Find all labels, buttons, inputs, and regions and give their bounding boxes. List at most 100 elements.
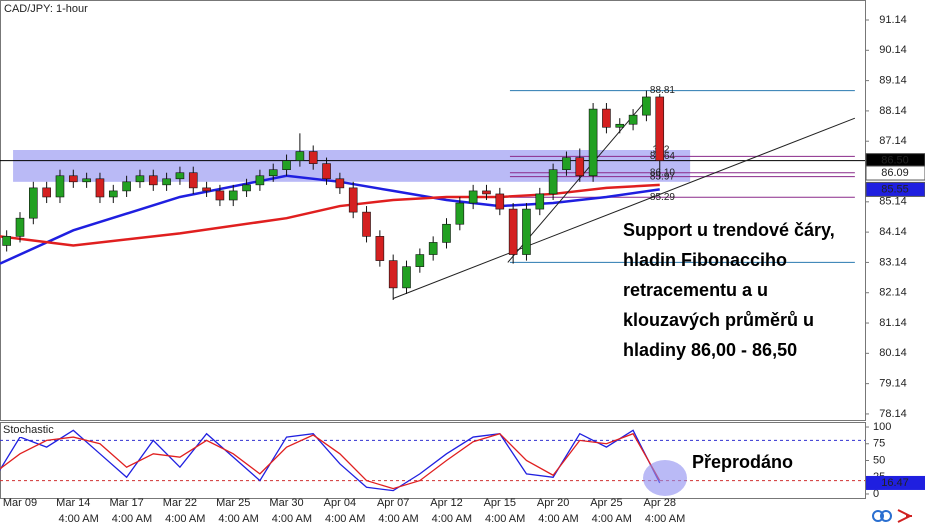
fib-label: 86.10 (650, 167, 675, 178)
y-tick-label: 84.14 (879, 226, 907, 238)
price-marker-label: 86.50 (881, 155, 909, 167)
annotation: Přeprodáno (692, 452, 793, 472)
x-tick-label: Mar 30 (269, 497, 303, 509)
candle-body (308, 151, 318, 164)
candle-body (175, 172, 185, 180)
annotation: klouzavých průměrů u (623, 310, 814, 330)
x-tick-sublabel: 4:00 AM (325, 513, 365, 525)
x-tick-label: Apr 28 (644, 497, 676, 509)
candle-body (228, 190, 238, 201)
x-tick-sublabel: 4:00 AM (645, 513, 685, 525)
candle-body (162, 178, 171, 186)
candle-body (202, 187, 211, 192)
candle-body (602, 108, 611, 128)
stoch-line (0, 432, 661, 490)
candle-body (575, 157, 585, 177)
toolbar-icons[interactable] (872, 509, 913, 523)
x-tick-label: Mar 22 (163, 497, 197, 509)
y-tick-label: 88.14 (879, 105, 907, 117)
candle-body (655, 96, 665, 161)
y-tick-label: 82.14 (879, 287, 907, 299)
y-tick-label: 90.14 (879, 44, 907, 56)
annotation: hladiny 86,00 - 86,50 (623, 340, 797, 360)
candle-body (15, 217, 25, 237)
candle-body (562, 157, 571, 170)
price-marker (865, 181, 925, 197)
x-tick-label: Mar 09 (3, 497, 37, 509)
y-tick-label: 75 (873, 438, 885, 450)
candle-body (2, 236, 11, 246)
candle-body (508, 208, 518, 255)
candle-body (255, 175, 265, 186)
x-tick-sublabel: 4:00 AM (485, 513, 525, 525)
candle-body (628, 114, 638, 125)
trendline (507, 96, 650, 263)
candle-body (268, 169, 278, 177)
y-tick-label: 91.14 (879, 14, 907, 26)
candle-body (295, 151, 305, 161)
candle-body (468, 190, 478, 204)
y-tick-label: 50 (873, 454, 885, 466)
moving-average (0, 174, 660, 265)
link-icon[interactable] (880, 510, 892, 522)
y-tick-label: 81.14 (879, 317, 907, 329)
stoch-marker (866, 475, 925, 490)
candle-body (82, 178, 91, 183)
x-tick-sublabel: 4:00 AM (538, 513, 578, 525)
x-tick-sublabel: 4:00 AM (272, 513, 312, 525)
candle-body (522, 208, 531, 255)
annotation: hladin Fibonacciho (623, 250, 787, 270)
annotation: retracementu a u (623, 280, 768, 300)
y-tick-label: 83.14 (879, 256, 907, 268)
fib-label: 85.97 (650, 171, 675, 182)
moving-average (0, 183, 660, 247)
x-tick-label: Mar 25 (216, 497, 250, 509)
candle-body (455, 202, 465, 225)
candle-body (282, 160, 291, 170)
candle-body (108, 190, 118, 198)
price-panel (0, 0, 866, 421)
x-tick-sublabel: 4:00 AM (592, 513, 632, 525)
candle-body (362, 211, 371, 237)
x-tick-label: Apr 07 (377, 497, 409, 509)
x-tick-label: Apr 20 (537, 497, 569, 509)
x-tick-label: Apr 25 (590, 497, 622, 509)
y-tick-label: 80.14 (879, 347, 907, 359)
candle-body (29, 187, 38, 219)
candle-body (588, 108, 598, 177)
y-tick-label: 100 (873, 421, 891, 433)
trendline (392, 117, 856, 299)
y-tick-label: 78.14 (879, 408, 907, 420)
candle-body (95, 178, 105, 198)
arrow-icon[interactable] (897, 509, 913, 523)
candle-body (415, 254, 425, 267)
candle-body (428, 242, 438, 255)
candle-body (495, 193, 505, 210)
candle-body (402, 266, 411, 289)
candle-body (348, 187, 358, 213)
y-tick-label: 87.14 (879, 135, 907, 147)
candle-body (42, 187, 51, 198)
title-bg (1, 423, 59, 437)
candle-body (135, 175, 145, 183)
stoch-title: Stochastic (3, 424, 54, 436)
stoch-marker-label: 16.47 (881, 477, 909, 489)
candle-body (188, 172, 198, 189)
candle-body (615, 123, 625, 128)
price-marker-label: 85.55 (881, 183, 909, 195)
x-tick-label: Mar 14 (56, 497, 90, 509)
x-tick-sublabel: 4:00 AM (218, 513, 258, 525)
x-tick-sublabel: 4:00 AM (432, 513, 472, 525)
candle-body (388, 260, 398, 289)
x-tick-sublabel: 4:00 AM (58, 513, 98, 525)
candle-body (375, 236, 385, 261)
fib-label: 88.81 (650, 85, 675, 96)
chart-title: CAD/JPY: 1-hour (4, 3, 88, 15)
title-bg (1, 1, 91, 17)
link-icon[interactable] (872, 510, 884, 522)
x-tick-sublabel: 4:00 AM (165, 513, 205, 525)
y-tick-label: 79.14 (879, 378, 907, 390)
candle-body (148, 175, 158, 186)
